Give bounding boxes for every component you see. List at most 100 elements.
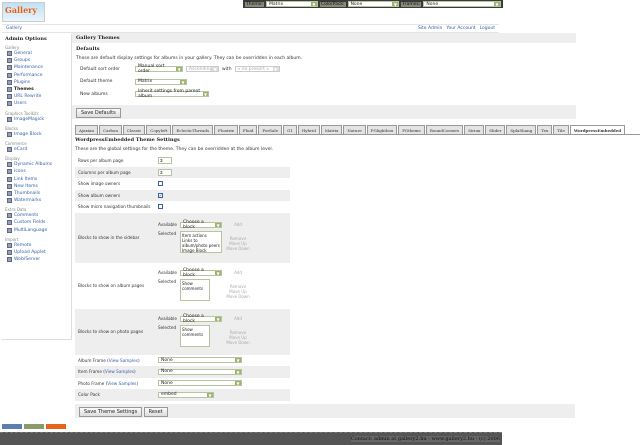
sidebar-item-groups[interactable]: Groups [5, 57, 68, 64]
tab-matrix[interactable]: Matrix [320, 125, 343, 134]
tab-pglightbox[interactable]: PGlightbox [366, 125, 398, 134]
reset-button[interactable]: Reset [143, 406, 168, 417]
sidebar-item-multilanguage[interactable]: MultiLanguage [5, 227, 68, 234]
cols-input[interactable] [158, 168, 172, 176]
tab-classic[interactable]: Classic [122, 125, 146, 134]
sidebar-item-imagemagick[interactable]: ImageMagick [5, 116, 68, 123]
sidebar-item-custom-fields[interactable]: Custom Fields [5, 219, 68, 226]
site-admin-link[interactable]: Site Admin [417, 26, 443, 31]
photo-frame-view-samples-link[interactable]: View Samples [107, 380, 137, 386]
photo-move-up-button[interactable]: Move Up [229, 335, 247, 340]
sidebar-available-select[interactable]: Choose a block ▼ [180, 220, 222, 230]
photo-available-select[interactable]: Choose a block ▼ [180, 314, 222, 324]
album-selected-list[interactable]: Show comments [180, 279, 210, 301]
tab-siriux[interactable]: Siriux [464, 125, 485, 134]
tab-tile[interactable]: Tile [553, 125, 569, 134]
show-image-owners-checkbox[interactable] [158, 180, 163, 186]
sidebar-item-performance[interactable]: Performance [5, 72, 68, 79]
album-remove-button[interactable]: Remove [229, 284, 247, 289]
sidebar-item-maintenance[interactable]: Maintenance [5, 64, 68, 71]
tab-roundcorners[interactable]: RoundCorners [425, 125, 464, 134]
sidebar-remove-button[interactable]: Remove [229, 236, 247, 241]
tab-g1[interactable]: G1 [283, 125, 297, 134]
tab-nature[interactable]: Nature [343, 125, 366, 134]
tab-fluid[interactable]: Fluid [238, 125, 258, 134]
item-frame-view-samples-link[interactable]: View Samples [104, 369, 135, 375]
gallery-logo[interactable]: Gallery [2, 2, 45, 22]
sidebar-item-label: Maintenance [14, 65, 43, 71]
theme-select[interactable]: Matrix ▼ [266, 1, 318, 7]
item-frame-select[interactable]: None ▼ [158, 368, 242, 375]
show-micro-checkbox[interactable] [158, 203, 163, 209]
photo-add-button[interactable]: Add [234, 316, 242, 321]
default-theme-select[interactable]: Matrix ▼ [135, 78, 187, 85]
selected-block-item[interactable]: Show comments [182, 327, 204, 337]
sidebar-item-users[interactable]: Users [5, 100, 68, 107]
sidebar-item-general[interactable]: General [5, 50, 68, 57]
tab-ajaxian[interactable]: Ajaxian [75, 125, 99, 134]
tab-hybrid[interactable]: Hybrid [297, 125, 320, 134]
sidebar-item-icons[interactable]: Icons [5, 168, 68, 175]
tab-pgtheme[interactable]: PGtheme [398, 125, 425, 134]
sort-direction-select: Ascending ▼ [186, 66, 219, 73]
sidebar-add-button[interactable]: Add [234, 222, 242, 227]
color-pack-select[interactable]: embed ▼ [158, 391, 214, 398]
new-albums-select[interactable]: Inherit settings from parent album ▼ [135, 89, 209, 99]
selected-block-item[interactable]: Item actions [182, 233, 207, 238]
sidebar-item-new-items[interactable]: New Items [5, 183, 68, 190]
album-available-select[interactable]: Choose a block ▼ [180, 268, 222, 278]
sidebar-item-remote[interactable]: Remote [5, 242, 68, 249]
sidebar-item-plugins[interactable]: Plugins [5, 79, 68, 86]
selected-block-item[interactable]: Show comments [182, 281, 204, 291]
selected-block-item[interactable]: Links to album/photo peers [182, 238, 220, 248]
css-badge[interactable] [24, 424, 44, 429]
tab-wordpressembedded[interactable]: WordpressEmbedded [569, 125, 626, 134]
sidebar-item-ecard[interactable]: eCard [5, 146, 68, 153]
photo-selected-list[interactable]: Show comments [180, 325, 210, 347]
sidebar-item-upload-applet[interactable]: Upload Applet [5, 249, 68, 256]
album-add-button[interactable]: Add [234, 270, 242, 275]
tab-tex[interactable]: Tex [537, 125, 553, 134]
logout-link[interactable]: Logout [479, 26, 495, 31]
rows-input[interactable] [158, 157, 172, 165]
tab-slider[interactable]: Slider [485, 125, 506, 134]
save-theme-settings-button[interactable]: Save Theme Settings [79, 406, 143, 417]
sidebar-item-comments[interactable]: Comments [5, 212, 68, 219]
sidebar-selected-list[interactable]: Item actions Links to album/photo peers Im… [180, 231, 222, 253]
sidebar-move-down-button[interactable]: Move Down [226, 246, 250, 251]
sort-order-select[interactable]: Manual sort order ▼ [135, 64, 183, 74]
album-frame-view-samples-link[interactable]: View Samples [108, 357, 138, 363]
your-account-link[interactable]: Your Account [446, 26, 476, 31]
album-move-up-button[interactable]: Move Up [229, 289, 247, 294]
photo-frame-select[interactable]: None ▼ [158, 380, 242, 387]
tab-eclecticthreads[interactable]: EclecticThreads [172, 125, 214, 134]
tab-floatrix[interactable]: Floatrix [214, 125, 238, 134]
sidebar-item-thumbnails[interactable]: Thumbnails [5, 190, 68, 197]
photo-remove-button[interactable]: Remove [229, 330, 247, 335]
module-icon [7, 213, 12, 219]
tab-splashang[interactable]: SplaShang [506, 125, 537, 134]
tab-carbon[interactable]: Carbon [99, 125, 122, 134]
photo-move-down-button[interactable]: Move Down [226, 340, 250, 345]
frames-select[interactable]: None ▼ [423, 1, 502, 7]
sidebar-item-dynamic-albums[interactable]: Dynamic Albums [5, 161, 68, 168]
save-defaults-button[interactable]: Save Defaults [76, 107, 121, 118]
tab-copyleft[interactable]: Copyleft [146, 125, 172, 134]
show-album-owners-checkbox[interactable]: ✔ [158, 192, 163, 198]
album-frame-select[interactable]: None ▼ [158, 357, 242, 364]
tab-forsale[interactable]: ForSale [258, 125, 283, 134]
sidebar-item-web-server[interactable]: Web/Server [5, 256, 68, 263]
sidebar-item-url-rewrite[interactable]: URL Rewrite [5, 93, 68, 100]
xhtml-badge[interactable] [2, 424, 22, 429]
sidebar-item-link-items[interactable]: Link Items [5, 175, 68, 182]
sidebar-item-label: Performance [14, 72, 43, 78]
album-move-down-button[interactable]: Move Down [226, 294, 250, 299]
colorpack-select[interactable]: None ▼ [347, 1, 400, 7]
breadcrumb-gallery[interactable]: Gallery [6, 26, 23, 31]
sidebar-item-image-block[interactable]: Image Block [5, 131, 68, 138]
sidebar-move-up-button[interactable]: Move Up [229, 241, 247, 246]
selected-block-item[interactable]: Image Block [182, 248, 207, 253]
gallery-badge[interactable] [46, 424, 66, 429]
sidebar-item-watermarks[interactable]: Watermarks [5, 197, 68, 204]
sidebar-item-themes[interactable]: Themes [5, 86, 68, 93]
